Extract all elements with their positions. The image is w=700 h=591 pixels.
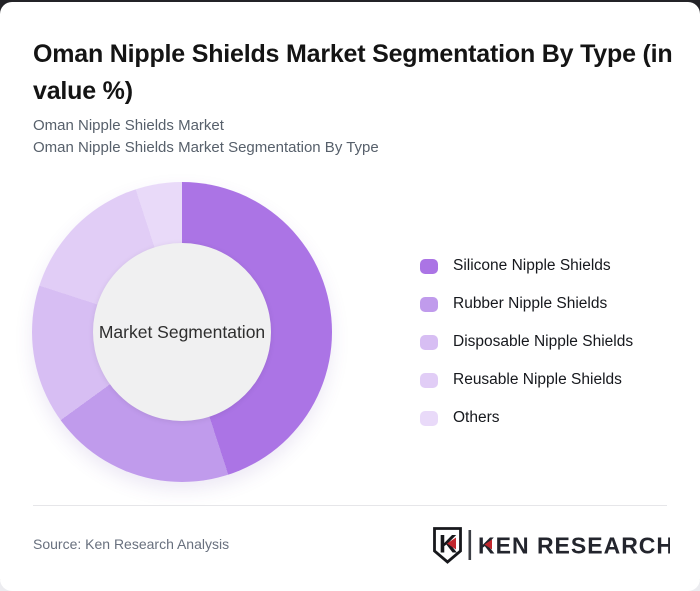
legend: Silicone Nipple Shields Rubber Nipple Sh…: [420, 247, 633, 437]
legend-swatch: [420, 410, 438, 426]
legend-label: Others: [453, 409, 500, 426]
chart-header: Oman Nipple Shields Market Segmentation …: [0, 2, 700, 159]
ken-research-logo: K KEN RESEARCH: [433, 527, 670, 564]
footer-divider: [33, 505, 667, 506]
svg-text:K: K: [439, 531, 457, 559]
donut-center: Market Segmentation: [93, 243, 271, 421]
subtitle-line-1: Oman Nipple Shields Market: [33, 117, 224, 134]
legend-swatch: [420, 334, 438, 350]
legend-swatch: [420, 296, 438, 312]
logo-wordmark: KEN RESEARCH: [478, 533, 670, 559]
donut-center-label: Market Segmentation: [98, 321, 266, 342]
donut-chart: Market Segmentation: [32, 182, 332, 482]
legend-item-disposable: Disposable Nipple Shields: [420, 323, 633, 361]
legend-swatch: [420, 258, 438, 274]
legend-item-rubber: Rubber Nipple Shields: [420, 285, 633, 323]
legend-label: Rubber Nipple Shields: [453, 295, 608, 312]
logo-divider: [468, 530, 472, 560]
legend-label: Reusable Nipple Shields: [453, 371, 622, 388]
chart-title: Oman Nipple Shields Market Segmentation …: [33, 40, 673, 105]
subtitle-line-2: Oman Nipple Shields Market Segmentation …: [33, 139, 379, 156]
shield-k-icon: K: [433, 527, 462, 564]
legend-swatch: [420, 372, 438, 388]
legend-label: Disposable Nipple Shields: [453, 333, 634, 350]
legend-item-others: Others: [420, 399, 633, 437]
chart-subtitle: Oman Nipple Shields Market Oman Nipple S…: [33, 115, 667, 159]
legend-item-reusable: Reusable Nipple Shields: [420, 361, 633, 399]
legend-label: Silicone Nipple Shields: [453, 257, 611, 274]
source-note: Source: Ken Research Analysis: [33, 536, 230, 552]
logo-k-accent: [484, 539, 492, 550]
legend-item-silicone: Silicone Nipple Shields: [420, 247, 633, 285]
